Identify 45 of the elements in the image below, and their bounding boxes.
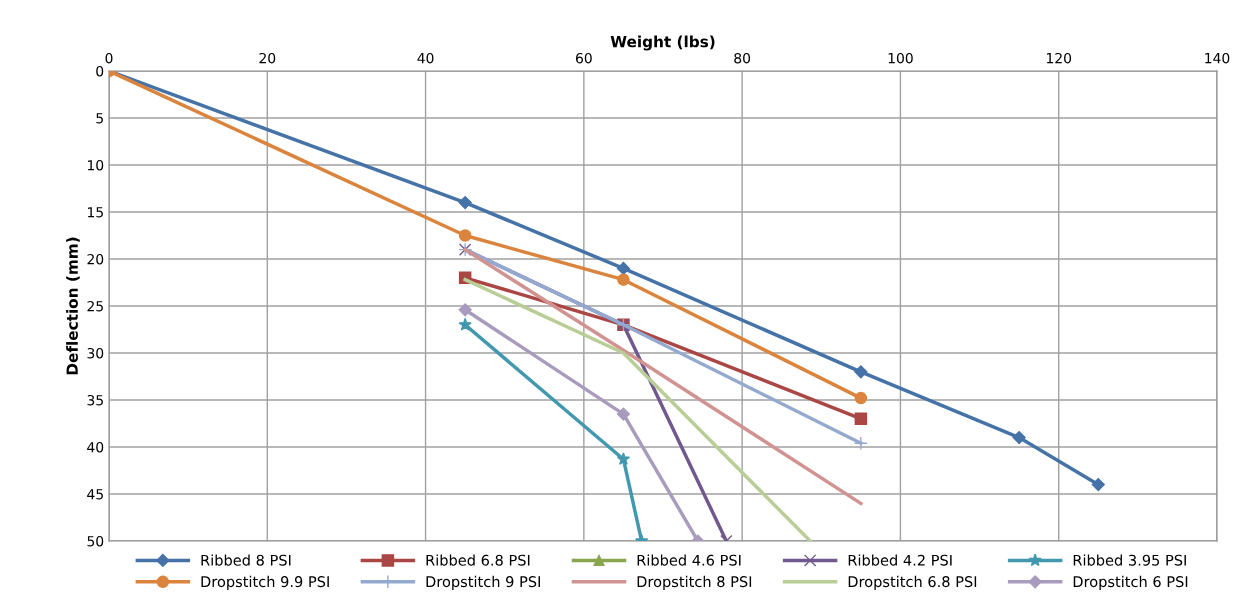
point bbox=[617, 273, 630, 286]
x-tick-label: 20 bbox=[259, 52, 276, 64]
x-tick-label: 140 bbox=[1205, 52, 1230, 64]
legend-label: Ribbed 4.6 PSI bbox=[637, 554, 741, 566]
x-tick-label: 100 bbox=[888, 52, 913, 64]
point bbox=[854, 391, 868, 405]
x-tick-label: 60 bbox=[575, 52, 592, 64]
y-tick-label: 30 bbox=[87, 347, 104, 359]
y-tick-label: 50 bbox=[87, 535, 104, 547]
x-tick-label: 120 bbox=[1046, 52, 1072, 64]
x-tick-label: 80 bbox=[734, 52, 751, 64]
point bbox=[1012, 431, 1026, 445]
y-tick-label: 35 bbox=[87, 394, 103, 406]
x-tick-label: 40 bbox=[417, 52, 434, 64]
point bbox=[458, 196, 472, 210]
x-tick-label: 0 bbox=[105, 52, 113, 64]
y-tick-label: 5 bbox=[96, 113, 103, 124]
point bbox=[458, 229, 472, 242]
legend-label: Dropstitch 9 PSI bbox=[426, 575, 540, 590]
y-tick-label: 45 bbox=[87, 489, 103, 500]
legend-label: Dropstitch 8 PSI bbox=[637, 575, 752, 590]
legend-label: Dropstitch 9.9 PSI bbox=[201, 575, 329, 590]
legend-label: Ribbed 6.8 PSI bbox=[426, 554, 530, 566]
y-tick-label: 10 bbox=[87, 159, 104, 171]
y-tick-label: 20 bbox=[87, 253, 104, 265]
point bbox=[616, 407, 631, 421]
y-tick-label: 15 bbox=[87, 207, 103, 218]
point bbox=[458, 317, 472, 331]
point bbox=[854, 412, 868, 426]
y-tick-label: 25 bbox=[87, 300, 103, 312]
point bbox=[616, 452, 631, 465]
legend-label: Dropstitch 6.8 PSI bbox=[848, 575, 977, 590]
y-tick-label: 40 bbox=[87, 441, 104, 453]
legend-label: Dropstitch 6 PSI bbox=[1073, 575, 1188, 590]
y-tick-label: 0 bbox=[96, 65, 104, 77]
legend-label: Ribbed 4.2 PSI bbox=[848, 554, 952, 566]
y-axis-title: Deflection (mm) bbox=[66, 237, 80, 375]
point bbox=[616, 261, 631, 275]
point bbox=[854, 365, 868, 379]
x-axis-title: Weight (lbs) bbox=[610, 35, 715, 51]
point bbox=[853, 436, 868, 451]
point bbox=[1091, 478, 1105, 492]
point bbox=[458, 303, 472, 317]
legend-label: Ribbed 8 PSI bbox=[201, 554, 291, 566]
legend-label: Ribbed 3.95 PSI bbox=[1073, 554, 1186, 566]
